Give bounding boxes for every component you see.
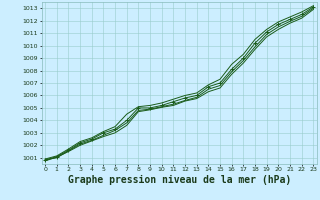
X-axis label: Graphe pression niveau de la mer (hPa): Graphe pression niveau de la mer (hPa) [68,175,291,185]
